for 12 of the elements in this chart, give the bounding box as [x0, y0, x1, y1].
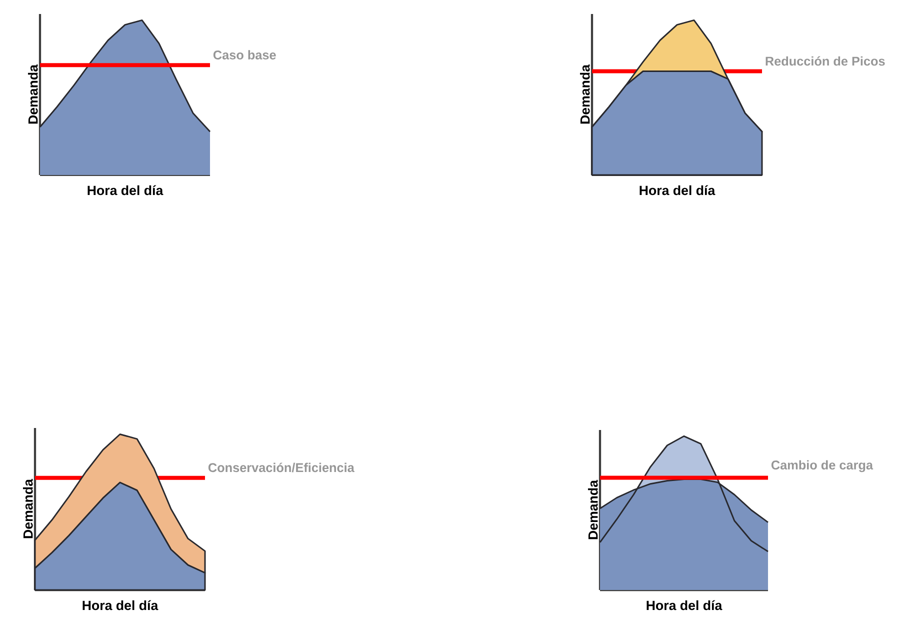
ref-line-label: Cambio de carga: [771, 460, 874, 472]
y-axis-title: Demanda: [580, 64, 590, 124]
ref-line-label: Reducción de Picos: [766, 56, 885, 66]
x-axis-title: Hora del día: [82, 600, 158, 610]
y-axis-title: Demanda: [22, 478, 33, 538]
x-axis-title: Hora del día: [640, 185, 716, 196]
x-axis-title: Hora del día: [646, 600, 722, 610]
x-axis-title: Hora del día: [88, 185, 164, 196]
y-axis-title: Demanda: [28, 64, 38, 124]
y-axis-title: Demanda: [588, 480, 598, 540]
ref-line-label: Caso base: [213, 50, 276, 60]
ref-line-label: Conservación/Eficiencia: [208, 462, 354, 472]
